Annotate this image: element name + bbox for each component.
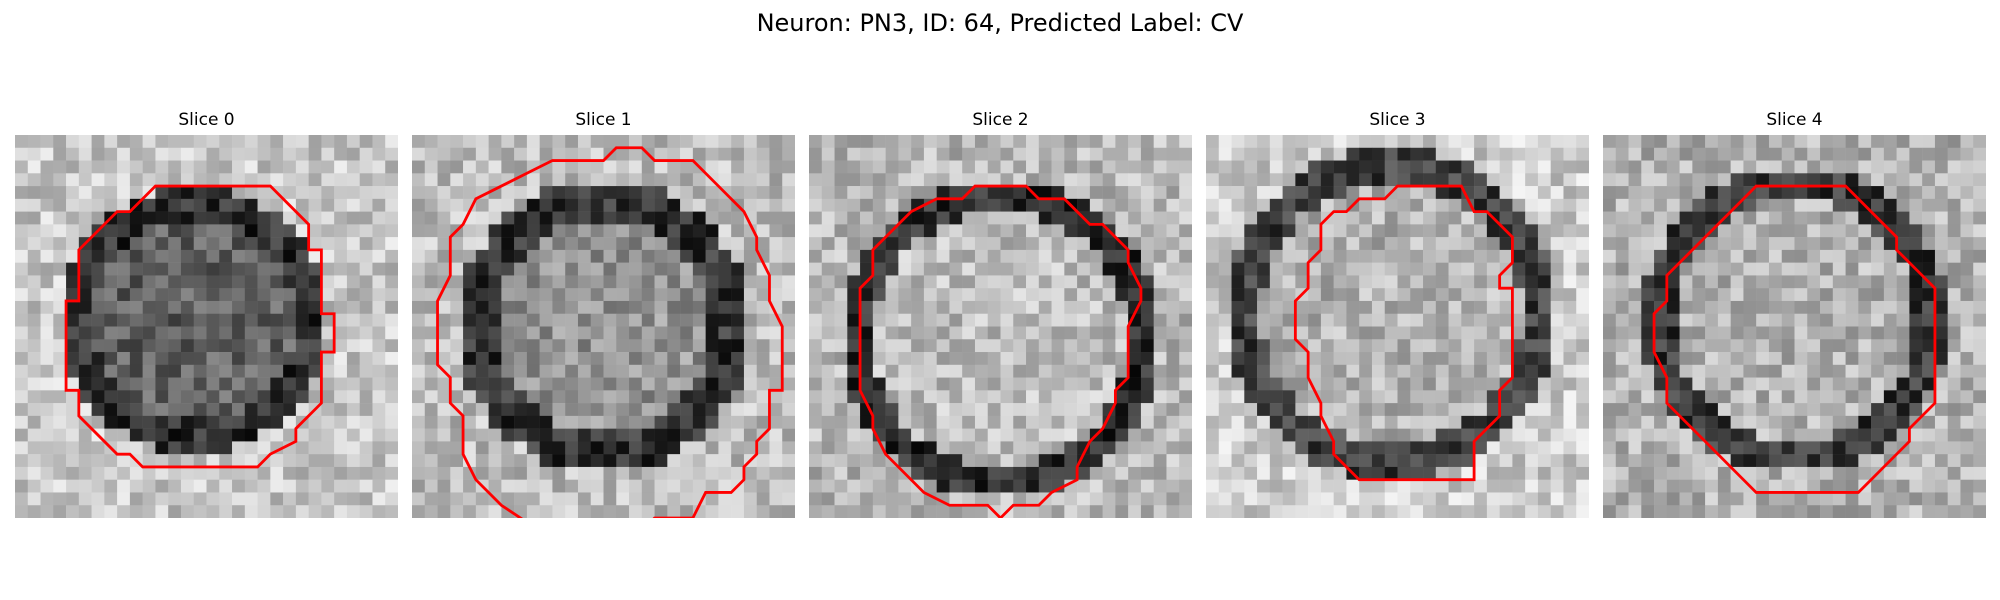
slice-panel-3: Slice 3: [1206, 108, 1589, 518]
slice-panel-4: Slice 4: [1603, 108, 1986, 518]
slice-panel-1: Slice 1: [412, 108, 795, 518]
figure-title: Neuron: PN3, ID: 64, Predicted Label: CV: [756, 9, 1244, 37]
outline-contour: [64, 184, 336, 469]
slice-panel-2: Slice 2: [809, 108, 1192, 518]
slice-image-1: [412, 135, 795, 518]
outline-contour: [1293, 184, 1514, 482]
slice-image-0: [15, 135, 398, 518]
slice-image-4: [1603, 135, 1986, 518]
slice-title-1: Slice 1: [575, 110, 632, 130]
slice-title-4: Slice 4: [1766, 110, 1823, 130]
slice-title-3: Slice 3: [1369, 110, 1426, 130]
slice-title-0: Slice 0: [178, 110, 235, 130]
slice-image-2: [809, 135, 1192, 518]
outline-contour: [858, 184, 1143, 518]
slice-image-3: [1206, 135, 1589, 518]
slice-title-2: Slice 2: [972, 110, 1029, 130]
outline-contour: [436, 146, 784, 518]
outline-contour: [1652, 184, 1937, 494]
slice-panel-0: Slice 0: [15, 108, 398, 518]
